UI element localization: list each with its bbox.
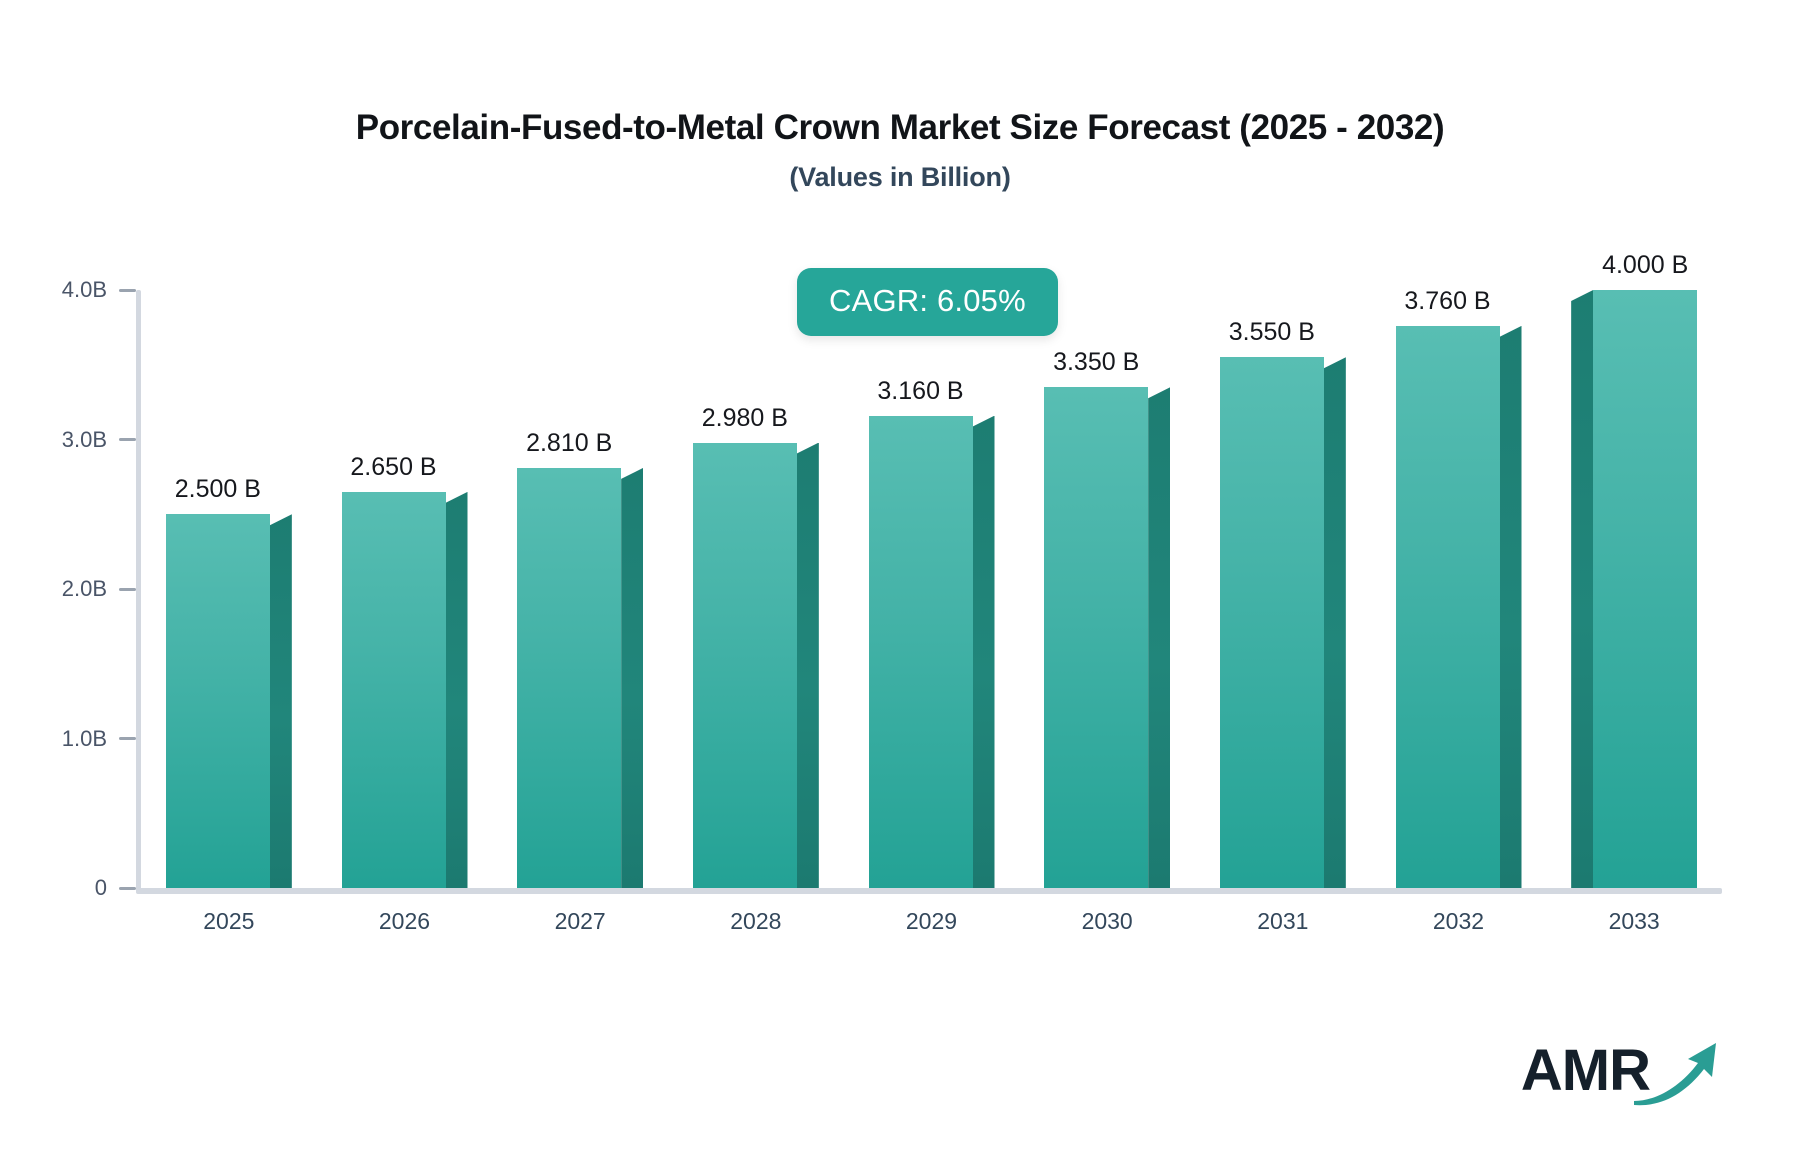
bar-front-face — [1044, 387, 1149, 888]
bar-value-label: 2.500 B — [174, 475, 261, 504]
bar-value-label: 3.350 B — [1053, 348, 1140, 377]
bar-slot: 2.650 B — [341, 290, 468, 888]
x-axis-tick-label: 2029 — [905, 908, 958, 934]
x-axis-tick-label: 2031 — [1257, 908, 1309, 934]
bar-value-label: 2.810 B — [526, 428, 613, 457]
bar-value-label: 4.000 B — [1602, 251, 1689, 279]
y-axis-tick: 2.0B — [43, 576, 136, 602]
bar-value-label: 3.160 B — [877, 376, 964, 405]
bar[interactable]: 3.160 B — [868, 377, 995, 888]
bar-front-face — [868, 415, 973, 888]
bar-side-face — [445, 491, 468, 888]
bar-slot: 2.980 B — [692, 290, 819, 888]
y-axis-tick-mark — [119, 737, 136, 740]
y-axis-tick-mark — [119, 438, 136, 441]
x-axis-tick-label: 2032 — [1432, 908, 1485, 934]
y-axis-tick-label: 4.0B — [61, 277, 107, 302]
bar-front-face — [165, 514, 270, 888]
y-axis-tick-label: 2.0B — [61, 576, 107, 601]
bar-value-label: 2.980 B — [701, 403, 788, 432]
bar[interactable]: 3.350 B — [1044, 348, 1171, 888]
bar-slot: 3.350 B — [1044, 290, 1171, 888]
bar-side-face — [1323, 357, 1346, 888]
page-title: Porcelain-Fused-to-Metal Crown Market Si… — [355, 108, 1445, 147]
bar[interactable]: 2.810 B — [517, 429, 644, 888]
bar-side-face — [796, 442, 819, 888]
x-axis-tick-label: 2033 — [1608, 908, 1660, 934]
bar-side-face — [1499, 325, 1522, 888]
x-axis-line — [136, 888, 1722, 894]
bar-slot: 2.500 B — [165, 290, 292, 888]
bar-side-face — [1571, 290, 1594, 888]
y-axis-tick: 4.0B — [43, 277, 136, 303]
bar-value-label: 2.650 B — [350, 452, 437, 481]
bar[interactable]: 2.980 B — [692, 404, 819, 888]
y-axis-tick: 1.0B — [43, 726, 136, 752]
x-axis-tick-label: 2028 — [730, 908, 782, 934]
bar-slot: 3.550 B — [1219, 290, 1346, 888]
bar[interactable]: 4.000 B — [1571, 251, 1698, 888]
y-axis-tick: 3.0B — [43, 427, 136, 453]
bar-value-label: 3.760 B — [1404, 286, 1491, 315]
title-block: Porcelain-Fused-to-Metal Crown Market Si… — [0, 108, 1800, 193]
y-axis-line — [136, 290, 141, 892]
y-axis-tick-label: 3.0B — [61, 426, 107, 452]
cagr-badge: CAGR: 6.05% — [797, 268, 1058, 336]
bar[interactable]: 3.550 B — [1219, 318, 1346, 888]
bar-front-face — [1593, 290, 1698, 888]
bar-slot: 2.810 B — [517, 290, 644, 888]
bar-slot: 4.000 B — [1571, 251, 1698, 888]
x-axis-tick-label: 2027 — [554, 908, 606, 934]
amr-logo: AMR — [1521, 1031, 1722, 1111]
y-axis-tick-label: 1.0B — [61, 725, 107, 751]
bar[interactable]: 2.500 B — [165, 475, 292, 888]
bar-front-face — [1219, 357, 1324, 888]
growth-arrow-icon — [1630, 1035, 1722, 1112]
y-axis-tick-mark — [119, 587, 136, 591]
bar-front-face — [341, 491, 446, 888]
bar-front-face — [692, 442, 797, 888]
bar-front-face — [517, 467, 622, 888]
y-axis-tick-mark — [119, 886, 136, 890]
amr-wordmark: AMR — [1520, 1038, 1651, 1103]
bar-slot: 3.760 B — [1395, 287, 1522, 888]
y-axis-tick: 0 — [43, 875, 136, 901]
bar[interactable]: 2.650 B — [341, 453, 468, 888]
bar-side-face — [972, 415, 995, 888]
bar-front-face — [1395, 325, 1500, 888]
y-axis-tick-label: 0 — [94, 875, 107, 900]
y-axis-tick-mark — [119, 288, 136, 292]
chart-subtitle: (Values in Billion) — [789, 162, 1011, 193]
x-axis-tick-label: 2026 — [378, 908, 431, 934]
bar-side-face — [269, 514, 292, 888]
bar-slot: 3.160 B — [868, 290, 995, 888]
x-axis-labels: 2025 2026 2027 2028 2029 2030 2031 2032 2033 — [141, 908, 1722, 948]
bar-side-face — [621, 467, 644, 888]
bar-value-label: 3.550 B — [1228, 318, 1315, 347]
x-axis-tick-label: 2025 — [203, 908, 255, 934]
bar[interactable]: 3.760 B — [1395, 287, 1522, 888]
bar-series: 2.500 B 2.650 B 2.810 B 2.980 B 3.160 B 3.350… — [141, 251, 1722, 888]
x-axis-tick-label: 2030 — [1081, 908, 1133, 934]
bar-side-face — [1148, 387, 1171, 888]
